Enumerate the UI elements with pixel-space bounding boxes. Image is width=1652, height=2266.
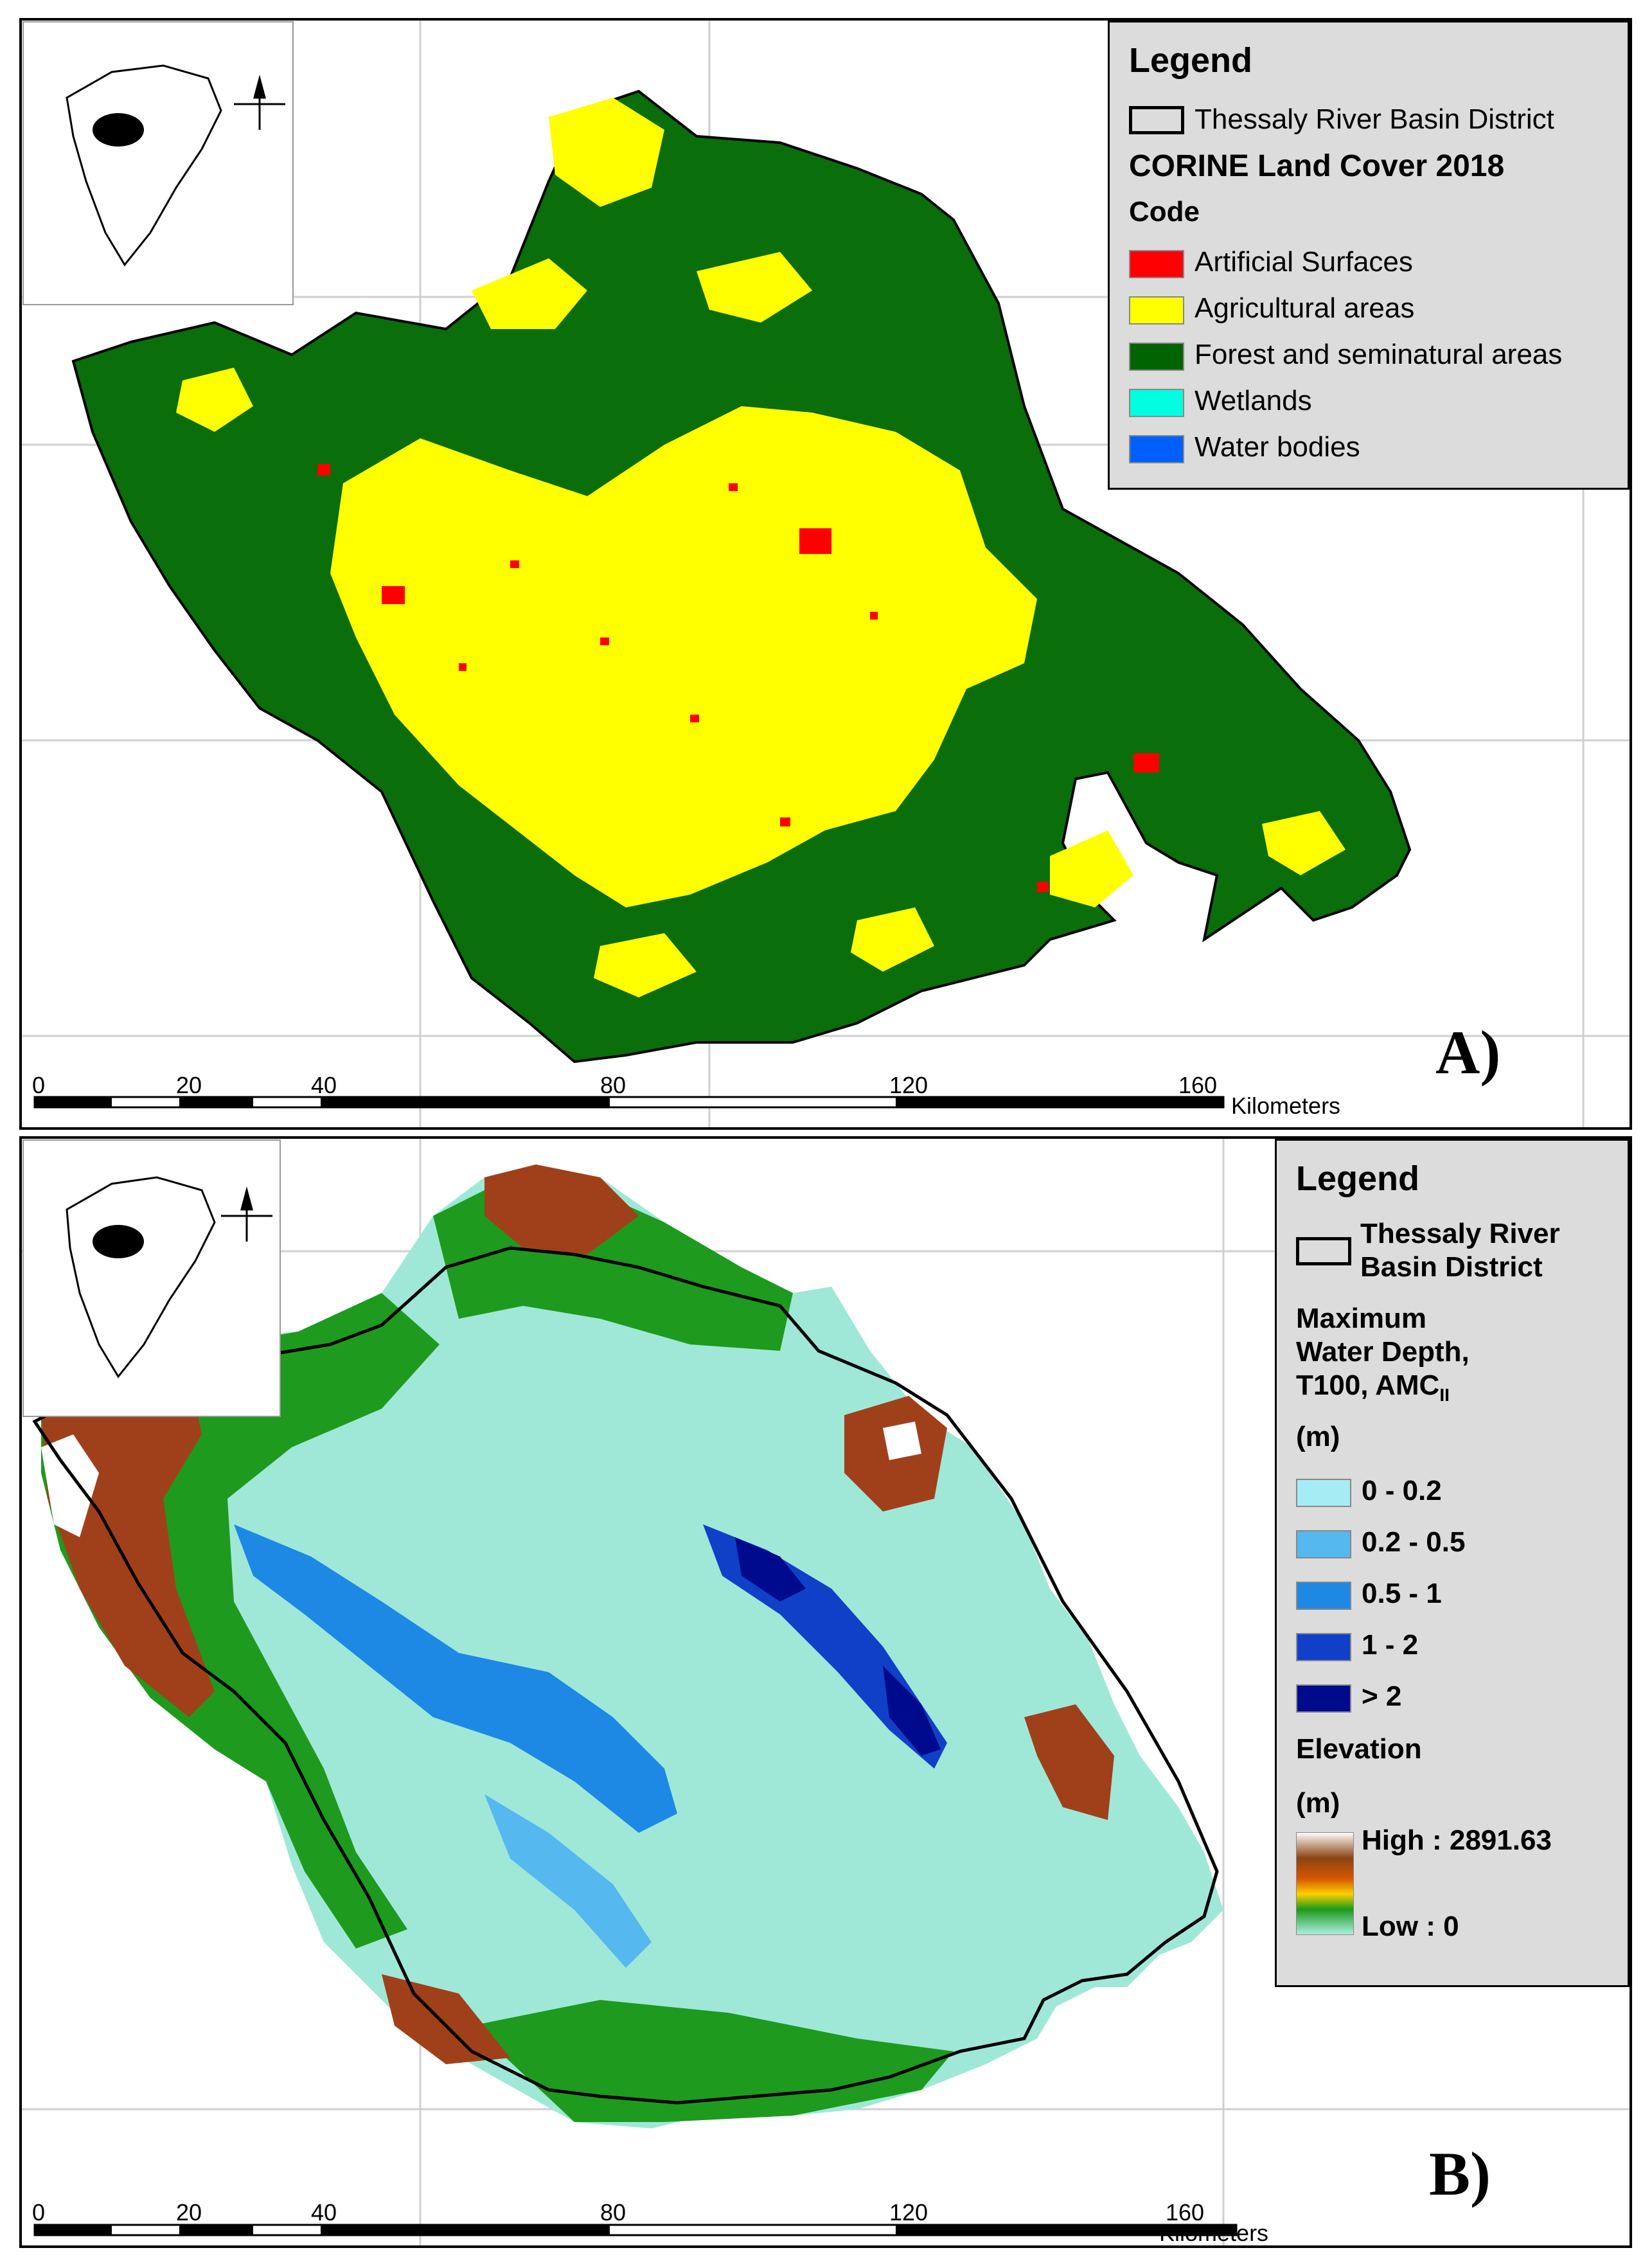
depth-unit: (m) — [1296, 1421, 1340, 1452]
basin-boundary-label: Thessaly River Basin District — [1195, 103, 1554, 135]
flood-depth-overlay — [234, 1524, 947, 1968]
basin-boundary-swatch — [1296, 1237, 1351, 1265]
thessaly-location-marker — [93, 113, 144, 147]
greece-outline — [66, 1176, 216, 1378]
scale-tick: 0 — [32, 1072, 46, 1098]
flood-depth-map-canvas — [22, 1139, 1630, 2245]
dataset-title: CORINE Land Cover 2018 — [1129, 149, 1505, 183]
basin-boundary-label-line2: Basin District — [1360, 1251, 1543, 1283]
locator-inset — [22, 1139, 281, 1417]
land-cover-map-canvas — [22, 21, 1630, 1127]
wetlands-swatch — [1129, 389, 1184, 417]
scale-tick: 80 — [600, 1072, 626, 1098]
depth-class-swatch — [1296, 1530, 1351, 1558]
elevation-ramp — [1296, 1832, 1354, 1935]
forest-areas-label: Forest and seminatural areas — [1195, 339, 1563, 370]
artificial-surfaces-swatch — [1129, 250, 1184, 278]
depth-class-label: 0.2 - 0.5 — [1362, 1526, 1466, 1558]
scale-tick: 80 — [600, 2199, 626, 2226]
agricultural-areas — [176, 98, 1346, 997]
north-arrow — [221, 1186, 272, 1242]
scale-tick: 20 — [176, 2199, 202, 2226]
scale-tick: 120 — [889, 2199, 928, 2226]
basin-boundary-outline — [32, 1246, 1219, 2105]
thessaly-location-marker — [93, 1225, 144, 1258]
elevation-title: Elevation — [1296, 1733, 1422, 1765]
elevation-unit: (m) — [1296, 1787, 1340, 1819]
depth-title-line1: Maximum — [1296, 1303, 1426, 1334]
depth-title-subscript: II — [1439, 1384, 1450, 1405]
scale-tick: 40 — [311, 2199, 337, 2226]
depth-title-line3: T100, AMCII — [1296, 1369, 1450, 1405]
elevation-high-label: High : 2891.63 — [1362, 1824, 1552, 1856]
depth-class-swatch — [1296, 1633, 1351, 1661]
depth-class-label: 1 - 2 — [1362, 1629, 1419, 1661]
elevation-low-label: Low : 0 — [1362, 1911, 1459, 1942]
depth-class-swatch — [1296, 1684, 1351, 1713]
legend-panel-b: Legend Thessaly River Basin District Max… — [1275, 1139, 1630, 1987]
scale-bar-b — [33, 2224, 1238, 2236]
depth-class-label: > 2 — [1362, 1681, 1402, 1712]
legend-title: Legend — [1296, 1159, 1420, 1198]
scale-unit: Kilometers — [1159, 2220, 1269, 2246]
panel-a-land-cover-map: Legend Thessaly River Basin District COR… — [19, 18, 1632, 1130]
water-bodies-label: Water bodies — [1195, 431, 1360, 463]
artificial-surfaces — [317, 464, 1159, 892]
basin-boundary-swatch — [1129, 106, 1184, 134]
scale-tick: 0 — [32, 2199, 46, 2226]
greece-outline — [66, 64, 222, 267]
agricultural-areas-label: Agricultural areas — [1195, 292, 1415, 324]
scale-tick: 120 — [889, 1072, 928, 1098]
highland-terrain — [41, 1164, 1114, 2122]
scale-unit: Kilometers — [1231, 1093, 1341, 1119]
basin-boundary-label-line1: Thessaly River — [1360, 1218, 1560, 1249]
agricultural-areas-swatch — [1129, 296, 1184, 325]
panel-label-b: B) — [1429, 2139, 1491, 2208]
depth-class-swatch — [1296, 1582, 1351, 1610]
scale-tick: 160 — [1166, 2199, 1205, 2226]
north-arrow — [234, 75, 285, 130]
panel-b-flood-map: Legend Thessaly River Basin District Max… — [19, 1136, 1632, 2248]
depth-class-swatch — [1296, 1479, 1351, 1507]
depth-class-label: 0.5 - 1 — [1362, 1578, 1442, 1609]
scale-bar-a — [33, 1096, 1225, 1109]
code-label: Code — [1129, 196, 1200, 227]
scale-tick: 40 — [311, 1072, 337, 1098]
forest-areas-swatch — [1129, 343, 1184, 371]
panel-label-a: A) — [1435, 1018, 1501, 1087]
depth-title-line2: Water Depth, — [1296, 1336, 1470, 1368]
wetlands-label: Wetlands — [1195, 385, 1312, 416]
legend-title: Legend — [1129, 41, 1253, 80]
water-bodies-swatch — [1129, 435, 1184, 463]
scale-tick: 20 — [176, 1072, 202, 1098]
legend-panel-a: Legend Thessaly River Basin District COR… — [1108, 21, 1630, 490]
depth-class-label: 0 - 0.2 — [1362, 1475, 1442, 1506]
scale-tick: 160 — [1178, 1072, 1218, 1098]
locator-inset — [22, 21, 294, 305]
artificial-surfaces-label: Artificial Surfaces — [1195, 246, 1413, 278]
